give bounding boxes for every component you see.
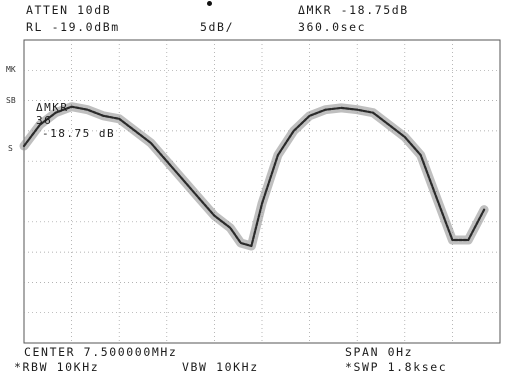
atten-label: ATTEN 10dB xyxy=(26,3,112,17)
trace-point-0-7 xyxy=(134,130,136,132)
delta-time-label: 360.0sec xyxy=(298,20,367,34)
trace-point-0-20 xyxy=(324,108,327,111)
marker-dot-icon xyxy=(207,1,212,6)
trace-point-0-18 xyxy=(292,130,295,132)
trace-point-0-10 xyxy=(181,178,184,181)
trace-point-0-5 xyxy=(102,115,105,117)
trace-point-0-1 xyxy=(39,124,41,126)
trace-point-0-14 xyxy=(240,242,242,244)
trace-point-0-25 xyxy=(404,136,406,138)
trace-point-0-16 xyxy=(261,202,263,205)
trace-point-0-21 xyxy=(340,107,343,109)
trace-point-0-3 xyxy=(70,105,73,108)
sweep-label: *SWP 1.8ksec xyxy=(345,360,448,374)
left-mark-2: SB xyxy=(6,96,16,105)
left-mark-3: S xyxy=(8,144,13,153)
trace-point-0-24 xyxy=(388,124,390,126)
trace-point-0-17 xyxy=(277,154,279,156)
trace-point-0-22 xyxy=(356,108,359,111)
trace-point-0-2 xyxy=(54,111,57,114)
trace-point-0-26 xyxy=(419,154,422,156)
trace-point-0-6 xyxy=(118,118,120,120)
rbw-label: *RBW 10KHz xyxy=(14,360,100,374)
ref-level-label: RL -19.0dBm xyxy=(26,20,120,34)
delta-marker-label: ΔMKR -18.75dB xyxy=(298,3,409,17)
marker-readout-box: ΔMKR 36 -18.75 dB xyxy=(36,101,115,141)
trace-point-0-4 xyxy=(86,108,89,111)
marker-readout-line3: -18.75 dB xyxy=(42,127,116,141)
trace-point-0-13 xyxy=(229,227,232,229)
trace-point-0-12 xyxy=(213,214,216,217)
trace-point-0-19 xyxy=(308,115,311,117)
trace-point-0-29 xyxy=(467,239,470,241)
center-frequency-label: CENTER 7.500000MHz xyxy=(24,345,178,359)
scale-label: 5dB/ xyxy=(200,20,235,34)
span-label: SPAN 0Hz xyxy=(345,345,414,359)
trace-point-0-27 xyxy=(435,196,438,199)
trace-point-0-15 xyxy=(250,245,253,247)
marker-readout-line1: ΔMKR xyxy=(36,101,69,114)
trace-point-0-23 xyxy=(372,111,374,114)
trace-point-0-0 xyxy=(23,145,25,147)
trace-point-0-9 xyxy=(166,160,168,162)
trace-point-0-28 xyxy=(451,239,454,241)
trace-point-0-11 xyxy=(197,196,200,199)
left-mark-1: MK xyxy=(6,65,16,74)
vbw-label: VBW 10KHz xyxy=(182,360,259,374)
trace-point-0-30 xyxy=(483,208,485,211)
trace-point-0-8 xyxy=(150,142,152,144)
marker-readout-line2: 36 xyxy=(36,114,53,128)
